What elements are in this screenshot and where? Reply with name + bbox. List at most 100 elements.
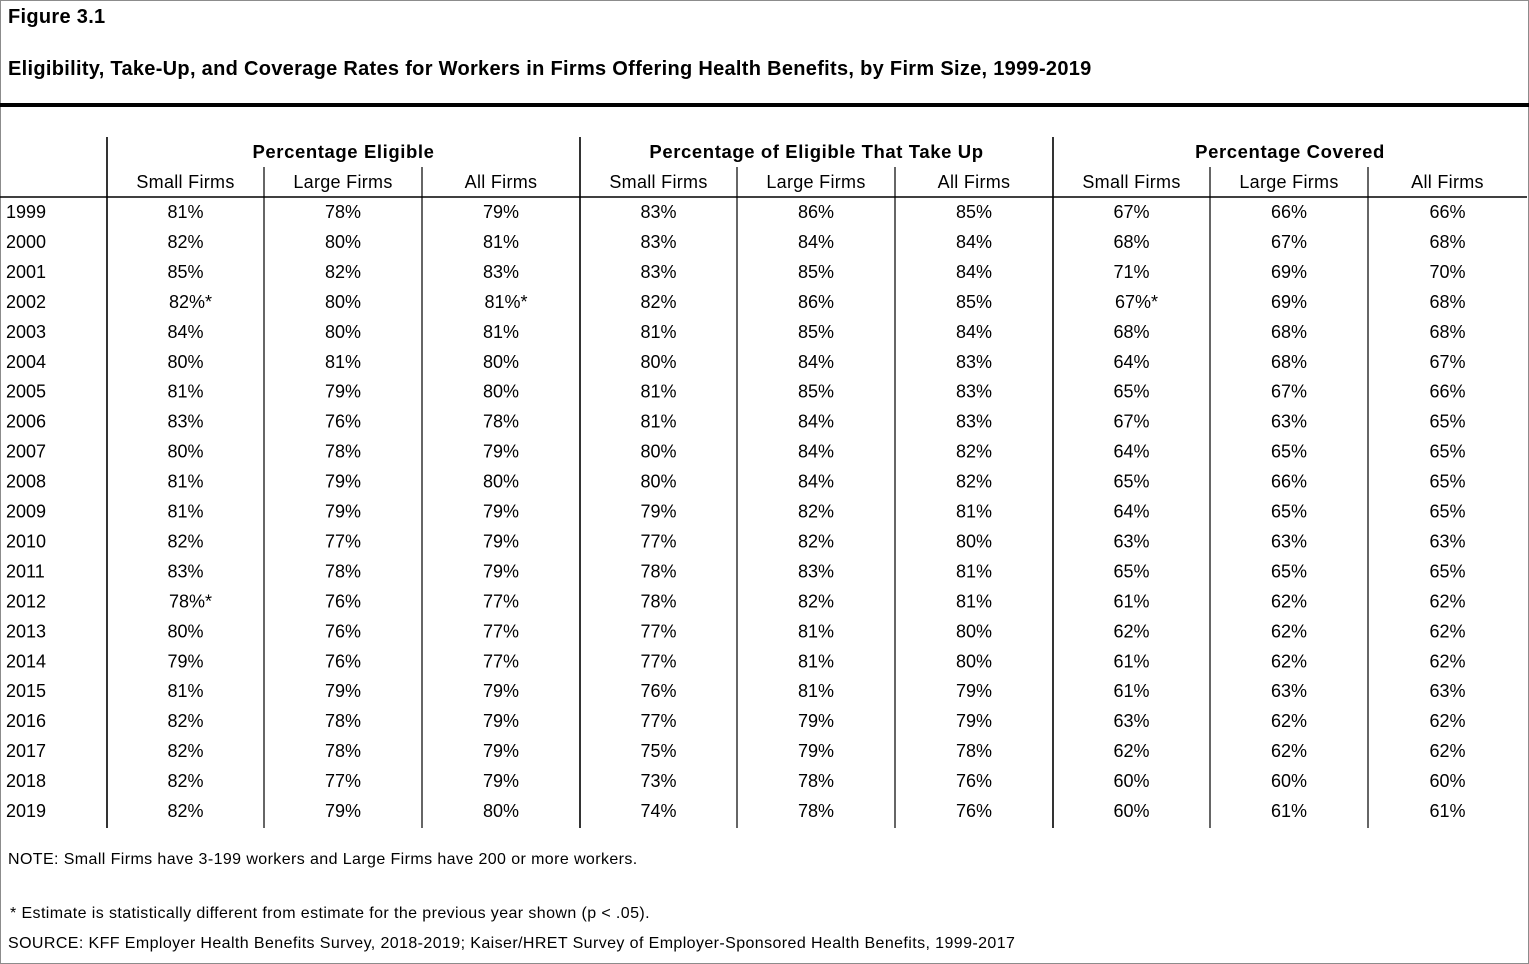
table-cell: 62% — [1271, 711, 1307, 731]
table-cell: 61% — [1429, 801, 1465, 821]
table-cell: 63% — [1113, 711, 1149, 731]
table-cell: 79% — [798, 711, 834, 731]
table-cell: 62% — [1429, 741, 1465, 761]
table-cell: 81% — [798, 681, 834, 701]
table-cell: 78% — [325, 741, 361, 761]
table-cell: 81% — [167, 382, 203, 402]
table-cell: 73% — [640, 771, 676, 791]
group-header: Percentage Covered — [1195, 141, 1385, 162]
table-cell: 62% — [1429, 651, 1465, 671]
table-cell: 78% — [956, 741, 992, 761]
table-cell: 65% — [1429, 561, 1465, 581]
table-cell: 68% — [1113, 322, 1149, 342]
table-cell: 79% — [640, 502, 676, 522]
table-cell: 62% — [1271, 741, 1307, 761]
table-cell: 85% — [798, 322, 834, 342]
table-cell: 82% — [167, 711, 203, 731]
table-cell: 84% — [956, 262, 992, 282]
table-cell: 60% — [1429, 771, 1465, 791]
table-cell: 79% — [483, 442, 519, 462]
table-cell: 81% — [640, 412, 676, 432]
table-cell: 69% — [1271, 292, 1307, 312]
table-cell: 82% — [167, 531, 203, 551]
table-cell: 80% — [483, 472, 519, 492]
table-cell: 68% — [1113, 232, 1149, 252]
table-cell: 82% — [798, 531, 834, 551]
table-cell: 78% — [798, 801, 834, 821]
table-cell: 81% — [956, 561, 992, 581]
table-cell: 83% — [483, 262, 519, 282]
table-cell: 81% — [798, 621, 834, 641]
table-cell: 85% — [798, 382, 834, 402]
table-cell: 79% — [483, 771, 519, 791]
table-cell: 80% — [325, 232, 361, 252]
row-year-label: 2001 — [6, 262, 46, 282]
table-cell: 80% — [483, 382, 519, 402]
table-cell: 63% — [1271, 531, 1307, 551]
table-cell: 77% — [483, 621, 519, 641]
table-cell: 63% — [1271, 681, 1307, 701]
row-year-label: 2015 — [6, 681, 46, 701]
table-cell: 63% — [1271, 412, 1307, 432]
table-cell: 83% — [640, 232, 676, 252]
table-cell: 71% — [1113, 262, 1149, 282]
table-cell: 60% — [1271, 771, 1307, 791]
table-cell: 67% — [1271, 382, 1307, 402]
column-header: All Firms — [465, 172, 538, 192]
table-cell: 78% — [325, 711, 361, 731]
table-cell: 81% — [956, 502, 992, 522]
table-cell: 82% — [798, 591, 834, 611]
table-cell: 63% — [1113, 531, 1149, 551]
title-rule — [0, 103, 1529, 107]
group-header: Percentage of Eligible That Take Up — [649, 141, 983, 162]
table-cell: 74% — [640, 801, 676, 821]
table-cell: 81% — [167, 681, 203, 701]
table-cell: 69% — [1271, 262, 1307, 282]
column-header: Large Firms — [1239, 172, 1338, 192]
significance-marker: * — [1151, 292, 1158, 312]
table-cell: 61% — [1113, 651, 1149, 671]
table-cell: 77% — [640, 621, 676, 641]
table-cell: 80% — [167, 442, 203, 462]
table-cell: 79% — [483, 502, 519, 522]
table-cell: 70% — [1429, 262, 1465, 282]
table-cell: 68% — [1271, 352, 1307, 372]
table-cell: 82% — [167, 741, 203, 761]
table-cell: 68% — [1429, 232, 1465, 252]
table-cell: 61% — [1271, 801, 1307, 821]
significance-note: * Estimate is statistically different fr… — [10, 905, 650, 922]
table-cell: 79% — [483, 741, 519, 761]
table-cell: 62% — [1429, 591, 1465, 611]
table-cell: 65% — [1113, 382, 1149, 402]
table-cell: 81% — [640, 382, 676, 402]
table-cell: 68% — [1429, 292, 1465, 312]
table-cell: 80% — [956, 531, 992, 551]
table-cell: 84% — [167, 322, 203, 342]
table-cell: 66% — [1271, 202, 1307, 222]
row-year-label: 1999 — [6, 202, 46, 222]
table-cell: 76% — [956, 801, 992, 821]
table-cell: 82% — [956, 442, 992, 462]
table-cell: 82% — [167, 232, 203, 252]
table-cell: 79% — [325, 681, 361, 701]
table-cell: 81% — [325, 352, 361, 372]
table-cell: 67% — [1113, 202, 1149, 222]
table-cell: 79% — [483, 531, 519, 551]
table-cell: 86% — [798, 292, 834, 312]
table-cell: 65% — [1271, 502, 1307, 522]
table-cell: 78%* — [169, 591, 212, 611]
row-year-label: 2004 — [6, 352, 46, 372]
table-cell: 86% — [798, 202, 834, 222]
table-cell: 83% — [640, 202, 676, 222]
source-note: SOURCE: KFF Employer Health Benefits Sur… — [8, 935, 1016, 952]
table-cell: 77% — [483, 591, 519, 611]
table-cell: 66% — [1429, 382, 1465, 402]
significance-marker: * — [205, 292, 212, 312]
table-cell: 79% — [167, 651, 203, 671]
table-cell: 84% — [798, 472, 834, 492]
table-cell: 67%* — [1115, 292, 1158, 312]
table-cell: 65% — [1429, 412, 1465, 432]
table-cell: 60% — [1113, 771, 1149, 791]
table-cell: 79% — [483, 711, 519, 731]
